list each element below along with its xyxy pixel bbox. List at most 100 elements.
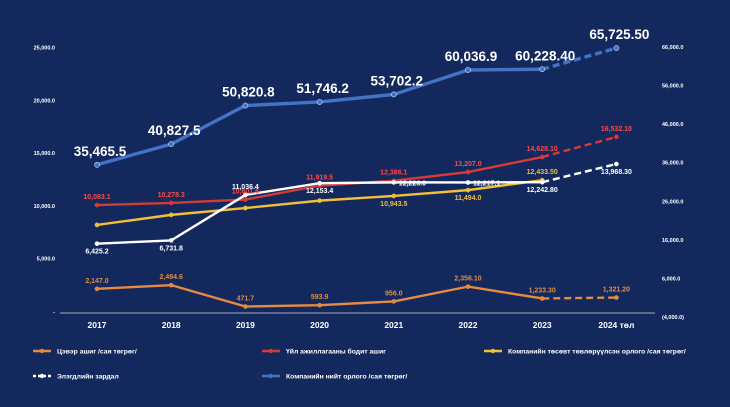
data-point (94, 202, 100, 208)
data-label: 10,083.1 (83, 194, 110, 201)
data-label: 2,494.6 (160, 274, 183, 281)
y-left-tick-label: 20,000.0 (34, 98, 55, 104)
legend-label: Үйл ажиллагааны бодит ашиг (286, 348, 386, 356)
data-point (243, 192, 248, 198)
data-label-large: 35,465.5 (74, 144, 127, 159)
y-right-tick-label: 46,000.0 (662, 122, 683, 128)
y-left-tick-label: - (53, 310, 55, 316)
data-point (614, 134, 619, 140)
legend-label: Элэгдлийн зардал (57, 373, 119, 381)
data-point (465, 180, 471, 185)
data-point (94, 241, 100, 246)
x-tick-label: 2024 төл (598, 320, 634, 330)
x-tick-label: 2020 (310, 320, 329, 330)
data-point (390, 91, 397, 98)
x-tick-label: 2019 (236, 320, 255, 330)
legend-marker (490, 348, 496, 354)
data-point (243, 205, 248, 211)
data-point (539, 154, 545, 160)
data-point (465, 284, 471, 289)
data-label: 12,217.1 (473, 180, 500, 187)
y-left-tick-label: 15,000.0 (34, 151, 55, 157)
data-point (614, 295, 619, 300)
x-tick-label: 2022 (459, 320, 478, 330)
data-label: 10,278.3 (158, 192, 185, 199)
data-point (317, 180, 322, 186)
data-point (316, 99, 323, 105)
data-point (168, 141, 175, 147)
data-point (465, 169, 471, 175)
data-point (317, 198, 322, 203)
series-forecast-line-3 (541, 162, 617, 184)
data-point (539, 296, 545, 301)
data-point (168, 200, 174, 206)
y-right-tick-label: 66,000.0 (662, 45, 683, 51)
data-point (465, 187, 471, 193)
data-label: 1,321.20 (603, 287, 630, 294)
data-point (94, 222, 100, 228)
data-label: 956.0 (385, 290, 403, 297)
data-label: 13,207.0 (454, 161, 481, 168)
data-label-large: 50,820.8 (222, 85, 275, 100)
data-label: 12,242.80 (527, 187, 558, 194)
legend-marker (268, 373, 274, 379)
data-point (391, 193, 397, 199)
data-point (465, 67, 471, 73)
y-right-tick-label: (4,000.0) (662, 315, 684, 321)
data-point (243, 304, 248, 309)
series-forecast-line-1 (541, 135, 617, 159)
data-label: 13,968.30 (601, 169, 632, 176)
legend-label: Компанийн нийт орлого /сая төгрөг/ (286, 373, 407, 381)
data-label: 12,153.4 (306, 188, 333, 195)
data-point (539, 66, 546, 73)
series-forecast-line-0 (542, 296, 617, 300)
y-right-tick-label: 6,000.0 (662, 276, 680, 282)
data-point (168, 212, 174, 218)
data-label: 11,036.4 (232, 184, 259, 191)
data-label: 2,356.10 (454, 276, 481, 283)
x-tick-label: 2023 (533, 320, 552, 330)
series-forecast-line-4 (541, 46, 617, 71)
y-left-tick-label: 10,000.0 (34, 204, 55, 210)
data-point (94, 161, 100, 168)
data-point (391, 299, 397, 304)
y-right-tick-label: 36,000.0 (662, 161, 683, 167)
data-label: 6,731.8 (160, 245, 183, 252)
data-point (168, 282, 174, 288)
data-point (613, 45, 620, 51)
data-label-large: 60,228.40 (515, 48, 575, 63)
data-label-large: 53,702.2 (371, 73, 424, 88)
x-tick-label: 2017 (88, 320, 107, 330)
data-point (94, 286, 100, 292)
data-label: 16,532.10 (601, 126, 632, 133)
data-label: 11,919.5 (306, 175, 333, 182)
legend-label: Цэвэр ашиг /сая төгрөг/ (57, 349, 137, 356)
data-label: 6,425.2 (85, 249, 108, 256)
data-label-large: 60,036.9 (445, 49, 498, 64)
data-label: 11,494.0 (455, 195, 482, 202)
x-tick-label: 2018 (162, 320, 181, 330)
legend-label: Компанийн төсөвт төвлөрүүлсэн орлого /са… (508, 348, 686, 356)
data-point (168, 238, 174, 243)
data-label: 12,386.1 (380, 170, 407, 177)
data-point (317, 302, 322, 308)
y-left-tick-label: 5,000.0 (37, 257, 55, 263)
y-right-tick-label: 56,000.0 (662, 84, 683, 90)
data-label: 1,233.30 (529, 287, 556, 294)
data-label: 14,628.10 (527, 146, 558, 153)
data-label: 10,601.6 (232, 189, 259, 196)
data-point (391, 180, 397, 185)
y-left-tick-label: 25,000.0 (34, 46, 55, 52)
data-label: 2,147.0 (85, 278, 108, 285)
data-point (539, 179, 545, 185)
data-point (614, 161, 619, 167)
data-label: 12,228.0 (399, 180, 426, 187)
data-label: 12,433.50 (527, 169, 558, 176)
data-label: 593.9 (311, 294, 329, 301)
data-label: 471.7 (237, 296, 255, 303)
y-right-tick-label: 16,000.0 (662, 238, 683, 244)
data-label-large: 65,725.50 (589, 27, 649, 42)
data-point (242, 102, 249, 109)
